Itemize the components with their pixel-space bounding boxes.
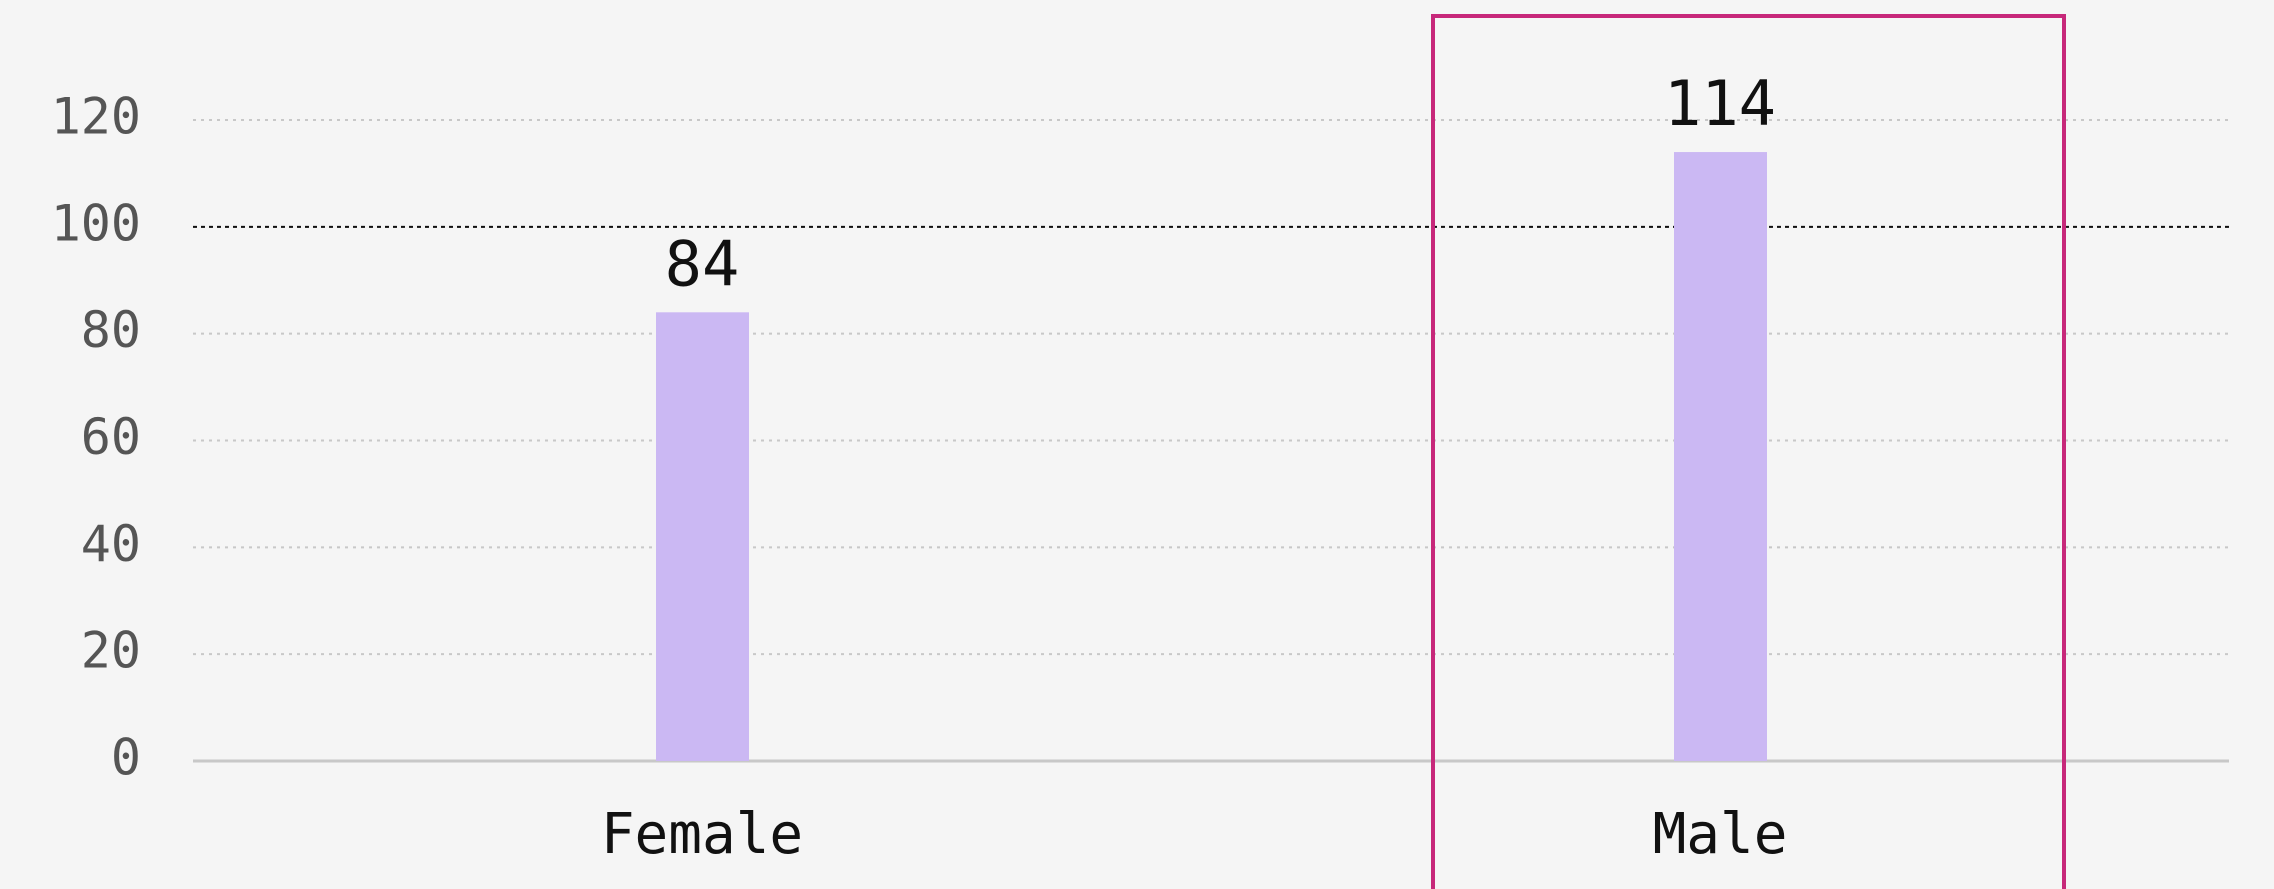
highlight-box xyxy=(1431,14,2066,889)
y-tick-label: 60 xyxy=(81,408,141,466)
y-tick-label: 0 xyxy=(111,729,141,787)
y-tick-label: 80 xyxy=(81,301,141,359)
y-tick-label: 40 xyxy=(81,515,141,573)
x-tick-label: Male xyxy=(1653,802,1788,867)
value-label: 114 xyxy=(1664,67,1776,140)
y-tick-label: 120 xyxy=(51,88,141,146)
y-tick-label: 20 xyxy=(81,622,141,680)
bar xyxy=(656,312,749,761)
x-tick-label: Female xyxy=(601,802,803,867)
bar xyxy=(1674,152,1767,762)
value-label: 84 xyxy=(665,227,740,300)
y-tick-label: 100 xyxy=(51,194,141,252)
